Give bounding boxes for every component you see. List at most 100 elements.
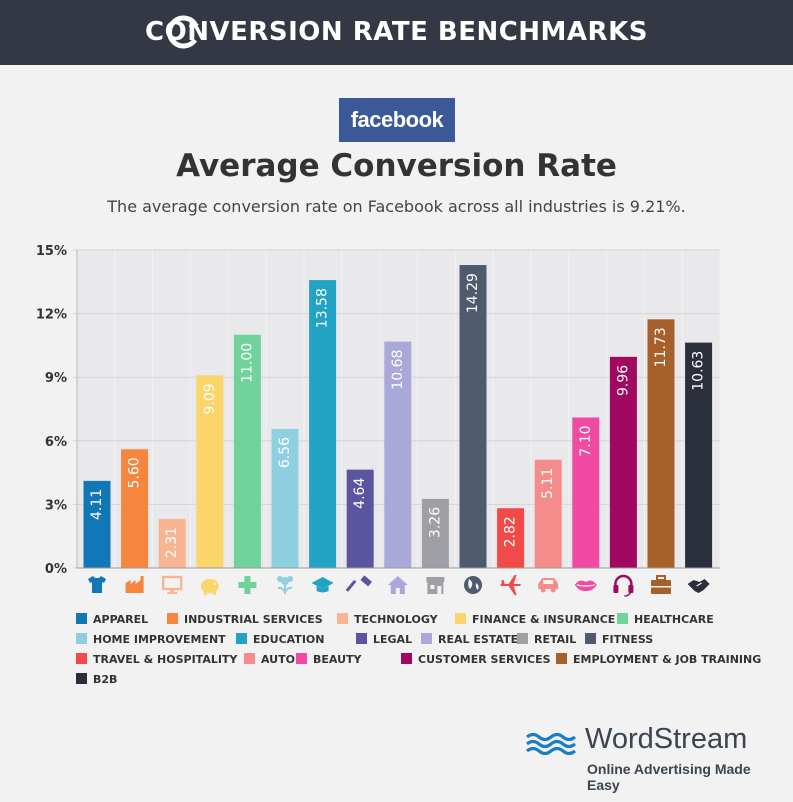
legend-item: FINANCE & INSURANCE — [455, 610, 615, 630]
legend-item: REAL ESTATE — [421, 630, 518, 650]
globe-icon — [464, 576, 482, 594]
brand-tagline: Online Advertising Made Easy — [587, 761, 751, 793]
legend-item: AUTO — [244, 650, 295, 670]
chart-title: Average Conversion Rate — [176, 148, 617, 184]
legend-swatch — [167, 613, 178, 624]
bar — [421, 498, 449, 568]
legend-label: CUSTOMER SERVICES — [418, 653, 551, 666]
brand-name: WordStream — [585, 723, 748, 755]
legend-label: APPAREL — [93, 613, 149, 626]
bar-value-label: 10.68 — [390, 350, 406, 390]
legend-item: RETAIL — [517, 630, 576, 650]
legend-swatch — [585, 633, 596, 644]
legend-swatch — [296, 653, 307, 664]
y-tick-label: 15% — [36, 244, 67, 259]
wave-logo-icon — [525, 732, 577, 755]
legend-item: B2B — [76, 670, 117, 690]
y-tick-label: 12% — [36, 308, 67, 323]
legend-label: BEAUTY — [313, 653, 362, 666]
bar — [233, 334, 261, 568]
legend-row: TRAVEL & HOSPITALITY AUTO BEAUTY CUSTOMER S… — [76, 650, 776, 670]
bar-value-label: 11.73 — [653, 327, 669, 367]
bar — [196, 375, 224, 568]
legend-label: EDUCATION — [253, 633, 325, 646]
storefront-icon — [426, 577, 445, 594]
y-tick-label: 3% — [45, 498, 67, 513]
legend-swatch — [356, 633, 367, 644]
legend-row: HOME IMPROVEMENT EDUCATION LEGAL REAL ESTAT… — [76, 630, 776, 650]
bar-value-label: 9.09 — [202, 383, 218, 414]
legend-row: B2B — [76, 670, 776, 690]
bar-value-label: 6.56 — [277, 437, 293, 468]
bar — [309, 280, 337, 568]
bar — [572, 417, 600, 568]
legend-label: RETAIL — [534, 633, 577, 646]
gavel-icon — [345, 575, 372, 592]
legend-label: B2B — [93, 673, 118, 686]
legend-swatch — [455, 613, 466, 624]
legend-item: EDUCATION — [236, 630, 324, 650]
legend-label: LEGAL — [373, 633, 413, 646]
bar — [384, 341, 412, 568]
bar — [609, 356, 637, 568]
bar-value-label: 2.82 — [503, 516, 519, 547]
headset-icon — [613, 574, 634, 597]
legend-item: FITNESS — [585, 630, 653, 650]
legend-swatch — [76, 653, 87, 664]
legend-swatch — [617, 613, 628, 624]
legend-swatch — [517, 633, 528, 644]
chart-legend: APPAREL INDUSTRIAL SERVICES TECHNOLOGY FINA… — [76, 610, 776, 690]
bar — [647, 319, 675, 568]
bar-value-label: 14.29 — [465, 273, 481, 313]
facebook-logo: facebook — [339, 98, 455, 142]
handshake-icon — [687, 579, 710, 593]
legend-label: INDUSTRIAL SERVICES — [184, 613, 323, 626]
legend-item: LEGAL — [356, 630, 412, 650]
legend-row: APPAREL INDUSTRIAL SERVICES TECHNOLOGY FINA… — [76, 610, 776, 630]
bar-value-label: 10.63 — [691, 351, 707, 391]
legend-label: FINANCE & INSURANCE — [472, 613, 616, 626]
factory-icon — [125, 576, 144, 593]
bar — [158, 519, 186, 568]
bar-value-label: 13.58 — [315, 288, 331, 328]
medical-cross-icon — [238, 576, 257, 594]
bar — [459, 265, 487, 568]
y-tick-label: 0% — [45, 562, 67, 577]
briefcase-icon — [651, 575, 671, 594]
legend-item: TECHNOLOGY — [337, 610, 438, 630]
bar-chart: 0% 3% 6% 9% 12% 15% 4.11 5.60 2.31 9.09 11.00 6.56 1… — [36, 244, 721, 597]
legend-item: TRAVEL & HOSPITALITY — [76, 650, 237, 670]
bar-value-label: 5.60 — [127, 457, 143, 488]
bar — [271, 428, 299, 568]
legend-label: HOME IMPROVEMENT — [93, 633, 226, 646]
graduation-cap-icon — [311, 577, 334, 593]
legend-swatch — [401, 653, 412, 664]
bar — [83, 480, 111, 568]
legend-swatch — [76, 613, 87, 624]
car-icon — [538, 578, 559, 593]
bar — [534, 459, 562, 568]
legend-label: TECHNOLOGY — [354, 613, 438, 626]
bar-value-label: 3.26 — [427, 507, 443, 538]
legend-swatch — [337, 613, 348, 624]
legend-label: TRAVEL & HOSPITALITY — [93, 653, 238, 666]
legend-item: HOME IMPROVEMENT — [76, 630, 226, 650]
monitor-icon — [161, 575, 183, 594]
bar-value-label: 4.11 — [89, 489, 105, 520]
legend-item: INDUSTRIAL SERVICES — [167, 610, 323, 630]
legend-item: HEALTHCARE — [617, 610, 714, 630]
legend-label: EMPLOYMENT & JOB TRAINING — [573, 653, 762, 666]
legend-swatch — [556, 653, 567, 664]
bar — [121, 449, 149, 568]
header-banner — [0, 0, 793, 65]
legend-item: CUSTOMER SERVICES — [401, 650, 551, 670]
wordstream-logo: WordStream Online Advertising Made Easy — [525, 723, 775, 793]
y-tick-label: 9% — [45, 371, 67, 386]
flower-icon — [277, 576, 293, 594]
legend-label: AUTO — [261, 653, 295, 666]
legend-item: BEAUTY — [296, 650, 361, 670]
legend-label: HEALTHCARE — [634, 613, 714, 626]
bar-value-label: 11.00 — [239, 343, 255, 383]
bar — [685, 342, 713, 568]
legend-label: FITNESS — [602, 633, 654, 646]
